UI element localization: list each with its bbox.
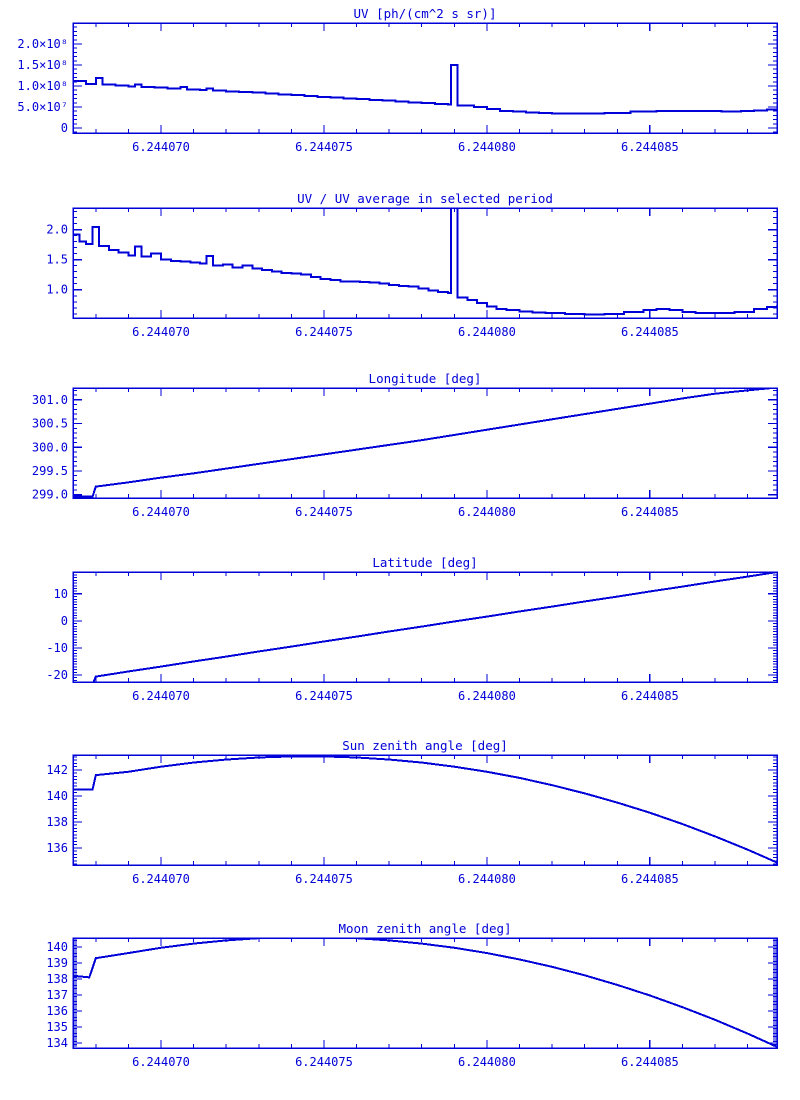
x-tick-label: 6.244080 [458, 872, 516, 886]
y-tick-label: -10 [46, 641, 68, 655]
x-tick-label: 6.244085 [621, 689, 679, 703]
plot-box [72, 207, 778, 319]
x-tick-label: 6.244080 [458, 325, 516, 339]
chart-title: Moon zenith angle [deg] [338, 921, 511, 936]
longitude-chart: Longitude [deg] 6.244070 6.244075 6.244080… [32, 371, 778, 519]
y-tick-label: 2.0×10⁸ [17, 37, 68, 51]
y-tick-label: 1.0×10⁸ [17, 79, 68, 93]
x-tick-label: 6.244070 [132, 325, 190, 339]
chart-title: UV / UV average in selected period [297, 191, 553, 206]
x-tick-label: 6.244070 [132, 505, 190, 519]
sun-zenith-chart: Sun zenith angle [deg] 6.244070 6.244075 6… [46, 738, 778, 886]
y-tick-label: 140 [46, 940, 68, 954]
data-line [73, 63, 777, 115]
y-tick-label: 138 [46, 815, 68, 829]
y-tick-label: 140 [46, 789, 68, 803]
y-tick-label: 136 [46, 841, 68, 855]
x-tick-label: 6.244075 [295, 140, 353, 154]
y-tick-label: 301.0 [32, 393, 68, 407]
plot-box [72, 571, 778, 683]
data-line [73, 388, 777, 498]
data-line [73, 208, 777, 316]
x-tick-label: 6.244085 [621, 325, 679, 339]
data-line [92, 572, 777, 682]
x-tick-label: 6.244075 [295, 872, 353, 886]
y-tick-label: 1.0 [46, 283, 68, 297]
panel-sun-zenith: Sun zenith angle [deg] 6.244070 6.244075 6… [0, 737, 800, 900]
data-line [73, 755, 777, 864]
plot-area: 6.244070 6.244075 6.244080 6.244085 -20 -10 0 1… [46, 571, 778, 703]
latitude-chart: Latitude [deg] 6.244070 6.244075 6.244080 6… [46, 555, 778, 703]
moon-zenith-chart: Moon zenith angle [deg] 6.244070 6.244075… [46, 921, 778, 1069]
y-tick-label: 136 [46, 1004, 68, 1018]
y-tick-label: 138 [46, 972, 68, 986]
x-tick-label: 6.244080 [458, 689, 516, 703]
y-tick-label: 299.5 [32, 464, 68, 478]
x-tick-label: 6.244075 [295, 505, 353, 519]
y-tick-label: 142 [46, 763, 68, 777]
plot-box [72, 387, 778, 499]
x-tick-label: 6.244080 [458, 140, 516, 154]
x-tick-label: 6.244085 [621, 505, 679, 519]
panel-uv-ratio: UV / UV average in selected period 6.244… [0, 190, 800, 353]
y-tick-label: 1.5×10⁸ [17, 58, 68, 72]
plot-area: 6.244070 6.244075 6.244080 6.244085 1.0 1.5 2.… [46, 207, 778, 339]
y-tick-label: 139 [46, 956, 68, 970]
y-tick-label: 1.5 [46, 253, 68, 267]
uv-ratio-chart: UV / UV average in selected period 6.244… [46, 191, 778, 339]
plot-area: 6.244070 6.244075 6.244080 6.244085 0 5.0×10⁷… [17, 22, 778, 154]
y-tick-label: 5.0×10⁷ [17, 100, 68, 114]
x-tick-label: 6.244075 [295, 1055, 353, 1069]
data-line [73, 938, 777, 1048]
panel-uv: UV [ph/(cm^2 s sr)] 6.244070 6.244075 6.24… [0, 5, 800, 168]
x-tick-label: 6.244075 [295, 689, 353, 703]
uv-chart: UV [ph/(cm^2 s sr)] 6.244070 6.244075 6.24… [17, 6, 778, 154]
x-tick-label: 6.244085 [621, 1055, 679, 1069]
plot-area: 6.244070 6.244075 6.244080 6.244085 136 138 14… [46, 754, 778, 886]
y-tick-label: 300.5 [32, 417, 68, 431]
chart-title: Sun zenith angle [deg] [342, 738, 508, 753]
x-tick-label: 6.244085 [621, 872, 679, 886]
y-tick-label: 137 [46, 988, 68, 1002]
chart-title: UV [ph/(cm^2 s sr)] [354, 6, 497, 21]
panel-latitude: Latitude [deg] 6.244070 6.244075 6.244080 6… [0, 554, 800, 717]
plot-area: 6.244070 6.244075 6.244080 6.244085 134 135 13… [46, 937, 778, 1069]
x-tick-label: 6.244075 [295, 325, 353, 339]
plot-box [72, 937, 778, 1049]
x-tick-label: 6.244070 [132, 140, 190, 154]
plot-box [72, 754, 778, 866]
y-tick-label: 0 [61, 614, 68, 628]
y-tick-label: 0 [61, 121, 68, 135]
y-tick-label: 299.0 [32, 488, 68, 502]
y-tick-label: 2.0 [46, 223, 68, 237]
y-tick-label: 300.0 [32, 440, 68, 454]
y-tick-label: -20 [46, 668, 68, 682]
x-tick-label: 6.244080 [458, 1055, 516, 1069]
y-tick-label: 10 [54, 587, 68, 601]
x-tick-label: 6.244070 [132, 689, 190, 703]
y-tick-label: 135 [46, 1020, 68, 1034]
x-tick-label: 6.244085 [621, 140, 679, 154]
plot-area: 6.244070 6.244075 6.244080 6.244085 299.0 299… [32, 387, 778, 519]
x-tick-label: 6.244070 [132, 1055, 190, 1069]
panel-moon-zenith: Moon zenith angle [deg] 6.244070 6.244075… [0, 920, 800, 1083]
chart-title: Latitude [deg] [372, 555, 477, 570]
panel-longitude: Longitude [deg] 6.244070 6.244075 6.244080… [0, 370, 800, 533]
x-tick-label: 6.244070 [132, 872, 190, 886]
chart-title: Longitude [deg] [369, 371, 482, 386]
plot-box [72, 22, 778, 134]
y-tick-label: 134 [46, 1036, 68, 1050]
x-tick-label: 6.244080 [458, 505, 516, 519]
